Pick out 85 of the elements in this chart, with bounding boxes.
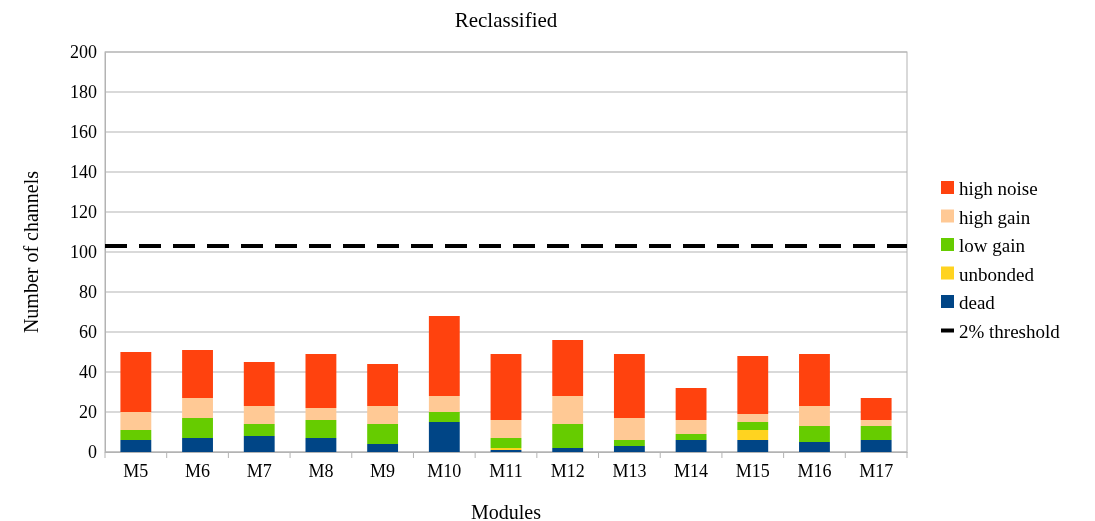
bar	[367, 406, 399, 424]
chart-title: Reclassified	[454, 8, 558, 32]
bar	[428, 396, 460, 412]
bar	[613, 440, 645, 446]
x-axis-title: Modules	[471, 501, 542, 521]
y-tick-label: 160	[70, 122, 97, 143]
bar	[367, 444, 399, 452]
bar	[305, 420, 337, 438]
x-tick-label: M17	[859, 460, 894, 481]
x-tick-label: M5	[123, 460, 149, 481]
bar	[490, 420, 522, 438]
y-tick-label: 120	[70, 202, 97, 223]
x-tick-label: M13	[612, 460, 647, 481]
bar	[428, 422, 460, 452]
bar	[799, 354, 830, 406]
bar	[799, 442, 830, 452]
bar	[367, 424, 399, 444]
bar	[243, 362, 275, 406]
x-tick-label: M15	[735, 460, 770, 481]
x-tick-label: M11	[489, 460, 523, 481]
bar	[613, 418, 645, 440]
bar	[860, 440, 892, 452]
y-axis-title: Number of channels	[20, 170, 42, 334]
y-tick-label: 20	[79, 402, 97, 423]
bar	[182, 398, 213, 418]
bar	[243, 406, 275, 424]
bar	[305, 438, 337, 452]
bar	[428, 412, 460, 422]
legend-label: dead	[959, 292, 996, 313]
bar	[120, 412, 152, 430]
bar	[305, 408, 337, 420]
bar	[675, 434, 707, 440]
bar	[552, 424, 584, 448]
bar	[552, 396, 584, 424]
legend-label: low gain	[959, 235, 1026, 256]
bar	[120, 440, 152, 452]
bar	[675, 388, 707, 420]
bar	[675, 440, 707, 452]
x-tick-label: M10	[427, 460, 462, 481]
bar	[860, 420, 892, 426]
y-tick-label: 80	[79, 282, 97, 303]
bar	[120, 430, 152, 440]
x-tick-label: M14	[674, 460, 709, 481]
bar	[737, 430, 769, 440]
bar	[860, 426, 892, 440]
bar	[428, 316, 460, 396]
bar	[737, 414, 769, 422]
bar	[799, 426, 830, 442]
bar	[613, 354, 645, 418]
bar	[182, 418, 213, 438]
legend-label: unbonded	[959, 263, 1035, 285]
legend-label: high noise	[959, 178, 1038, 199]
x-tick-label: M8	[308, 460, 334, 481]
y-tick-label: 140	[70, 162, 97, 183]
x-tick-label: M6	[185, 460, 211, 481]
bar	[490, 354, 522, 420]
bar	[860, 398, 892, 420]
bar	[675, 420, 707, 434]
bar	[737, 440, 769, 452]
legend-label: high gain	[959, 206, 1031, 228]
y-tick-label: 60	[79, 322, 97, 343]
y-tick-label: 0	[88, 442, 97, 463]
y-tick-label: 100	[70, 242, 97, 263]
bar	[737, 422, 769, 430]
y-tick-label: 180	[70, 82, 97, 103]
x-tick-label: M12	[550, 460, 585, 481]
bar	[552, 448, 584, 452]
x-tick-label: M9	[370, 460, 396, 481]
bar	[613, 446, 645, 452]
y-tick-label: 40	[79, 362, 97, 383]
bar	[552, 340, 584, 396]
bar	[490, 438, 522, 448]
bar	[120, 352, 152, 412]
bar	[182, 438, 213, 452]
bar	[305, 354, 337, 408]
x-tick-label: M16	[797, 460, 832, 481]
bar	[182, 350, 213, 398]
legend-label: 2% threshold	[959, 320, 1061, 342]
bar	[243, 424, 275, 436]
y-tick-label: 200	[70, 42, 97, 63]
x-tick-label: M7	[246, 460, 272, 481]
bar	[243, 436, 275, 452]
bar	[367, 364, 399, 406]
bar	[799, 406, 830, 426]
bar	[737, 356, 769, 414]
